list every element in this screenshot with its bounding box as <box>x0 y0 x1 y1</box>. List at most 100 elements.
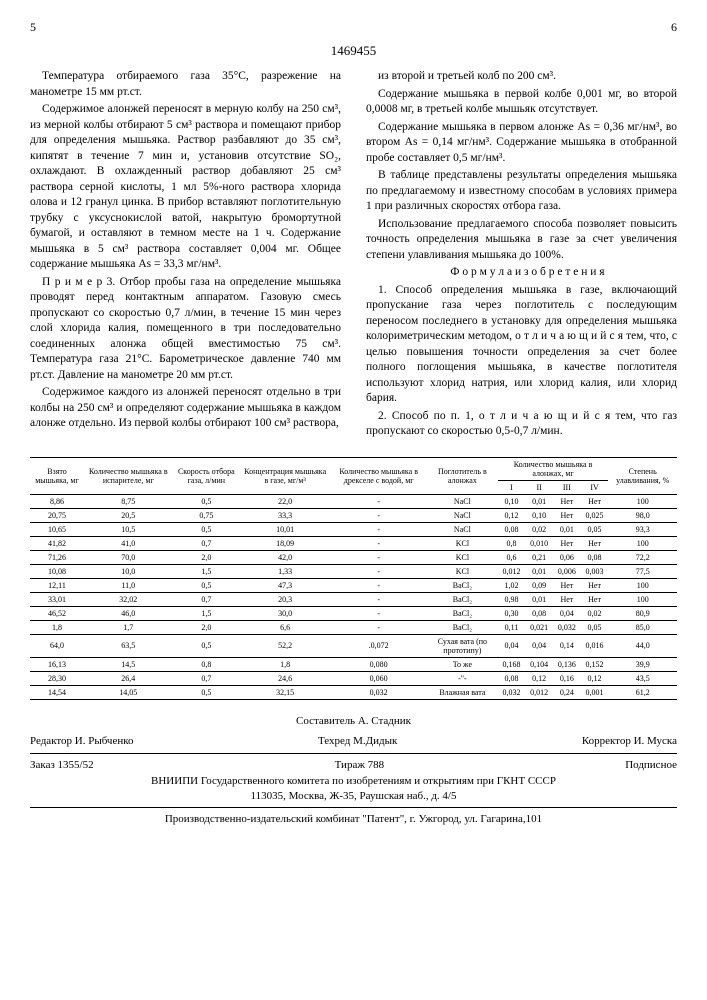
table-cell: 0,02 <box>525 522 553 536</box>
table-cell: 6,6 <box>240 620 330 634</box>
paragraph: Содержимое алонжей переносят в мерную ко… <box>30 102 341 273</box>
table-cell: 0,025 <box>581 508 609 522</box>
table-cell: 16,13 <box>30 657 84 671</box>
table-cell: 20,75 <box>30 508 84 522</box>
table-cell: 1,5 <box>173 606 240 620</box>
table-cell: 70,0 <box>84 550 173 564</box>
table-cell: 8,75 <box>84 494 173 508</box>
table-cell: 14,54 <box>30 685 84 699</box>
table-cell: - <box>330 508 427 522</box>
credits-row: Редактор И. Рыбченко Техред М.Дидык Корр… <box>30 735 677 747</box>
table-header-row: Взято мышьяка, мг Количество мышьяка в и… <box>30 457 677 480</box>
table-cell: 0,05 <box>581 620 609 634</box>
table-cell: 0,01 <box>525 564 553 578</box>
footer-line: ВНИИПИ Государственного комитета по изоб… <box>30 775 677 787</box>
table-cell: 0,012 <box>525 685 553 699</box>
table-cell: 1,7 <box>84 620 173 634</box>
table-cell: 64,0 <box>30 634 84 657</box>
table-cell: NaCl <box>427 494 498 508</box>
th: Концентрация мышьяка в газе, мг/м³ <box>240 457 330 494</box>
th: II <box>525 480 553 494</box>
table-cell: 0,04 <box>525 634 553 657</box>
table-cell: 24,6 <box>240 671 330 685</box>
table-row: 10,0810,01,51,33-KCl0,0120,010,0060,0037… <box>30 564 677 578</box>
table-cell: NaCl <box>427 522 498 536</box>
table-cell: BaCl₂ <box>427 620 498 634</box>
order-row: Заказ 1355/52 Тираж 788 Подписное <box>30 759 677 771</box>
table-row: 20,7520,50,7533,3-NaCl0,120,10Нет0,02598… <box>30 508 677 522</box>
table-cell: 0,8 <box>173 657 240 671</box>
table-row: 41,8241,00,718,09-KCl0,80,010НетНет100 <box>30 536 677 550</box>
table-cell: 30,0 <box>240 606 330 620</box>
table-cell: 10,5 <box>84 522 173 536</box>
table-cell: Нет <box>553 494 581 508</box>
table-cell: 72,2 <box>608 550 677 564</box>
table-cell: 14,05 <box>84 685 173 699</box>
table-cell: 0,12 <box>498 508 526 522</box>
table-cell: 0,5 <box>173 634 240 657</box>
table-cell: 71,26 <box>30 550 84 564</box>
paragraph: из второй и третьей колб по 200 см³. <box>366 69 677 85</box>
table-cell: 1,8 <box>240 657 330 671</box>
table-cell: 0,12 <box>581 671 609 685</box>
table-cell: 0,016 <box>581 634 609 657</box>
table-cell: 41,82 <box>30 536 84 550</box>
table-cell: 77,5 <box>608 564 677 578</box>
table-cell: 85,0 <box>608 620 677 634</box>
table-cell: 0,98 <box>498 592 526 606</box>
corrector: Корректор И. Муска <box>582 735 677 747</box>
claim: 1. Способ определения мышьяка в газе, вк… <box>366 283 677 407</box>
table-cell: 0,01 <box>553 522 581 536</box>
table-cell: - <box>330 536 427 550</box>
table-cell: 28,30 <box>30 671 84 685</box>
table-cell: 0,12 <box>525 671 553 685</box>
table-cell: 0,08 <box>525 606 553 620</box>
patent-number: 1469455 <box>30 43 677 59</box>
table-cell: Нет <box>581 494 609 508</box>
table-cell: 0,09 <box>525 578 553 592</box>
subscription: Подписное <box>625 759 677 771</box>
table-cell: 8,86 <box>30 494 84 508</box>
th: Поглотитель в алонжах <box>427 457 498 494</box>
table-cell: 0,11 <box>498 620 526 634</box>
table-cell: 0,012 <box>498 564 526 578</box>
table-cell: Нет <box>581 536 609 550</box>
table-cell: 10,65 <box>30 522 84 536</box>
table-cell: 100 <box>608 592 677 606</box>
table-cell: 100 <box>608 578 677 592</box>
table-cell: 0,7 <box>173 592 240 606</box>
table-cell: 0,136 <box>553 657 581 671</box>
table-cell: 0,01 <box>525 592 553 606</box>
table-row: 64,063,50,552,2.0,072Сухая вата (по прот… <box>30 634 677 657</box>
table-cell: 46,52 <box>30 606 84 620</box>
table-cell: 0,6 <box>498 550 526 564</box>
table-cell: 20,3 <box>240 592 330 606</box>
table-cell: 0,080 <box>330 657 427 671</box>
table-cell: 32,02 <box>84 592 173 606</box>
table-cell: 0,8 <box>498 536 526 550</box>
th: Степень улавливания, % <box>608 457 677 494</box>
th: IV <box>581 480 609 494</box>
circulation: Тираж 788 <box>335 759 385 771</box>
table-cell: - <box>330 592 427 606</box>
th: I <box>498 480 526 494</box>
table-cell: 39,9 <box>608 657 677 671</box>
table-row: 12,1111,00,547,3-BaCl₂1,020,09НетНет100 <box>30 578 677 592</box>
formula-title: Ф о р м у л а и з о б р е т е н и я <box>366 265 677 281</box>
page-right-number: 6 <box>671 20 677 35</box>
table-cell: - <box>330 564 427 578</box>
table-cell: 10,0 <box>84 564 173 578</box>
th: Количество мышьяка в испарителе, мг <box>84 457 173 494</box>
table-cell: 0,02 <box>581 606 609 620</box>
table-cell: 0,7 <box>173 671 240 685</box>
table-cell: 18,09 <box>240 536 330 550</box>
table-cell: 33,01 <box>30 592 84 606</box>
table-cell: 0,006 <box>553 564 581 578</box>
table-cell: 0,021 <box>525 620 553 634</box>
table-cell: Нет <box>553 508 581 522</box>
table-cell: 61,2 <box>608 685 677 699</box>
table-cell: 0,001 <box>581 685 609 699</box>
table-cell: 100 <box>608 536 677 550</box>
table-cell: KCl <box>427 536 498 550</box>
table-cell: 0,05 <box>581 522 609 536</box>
